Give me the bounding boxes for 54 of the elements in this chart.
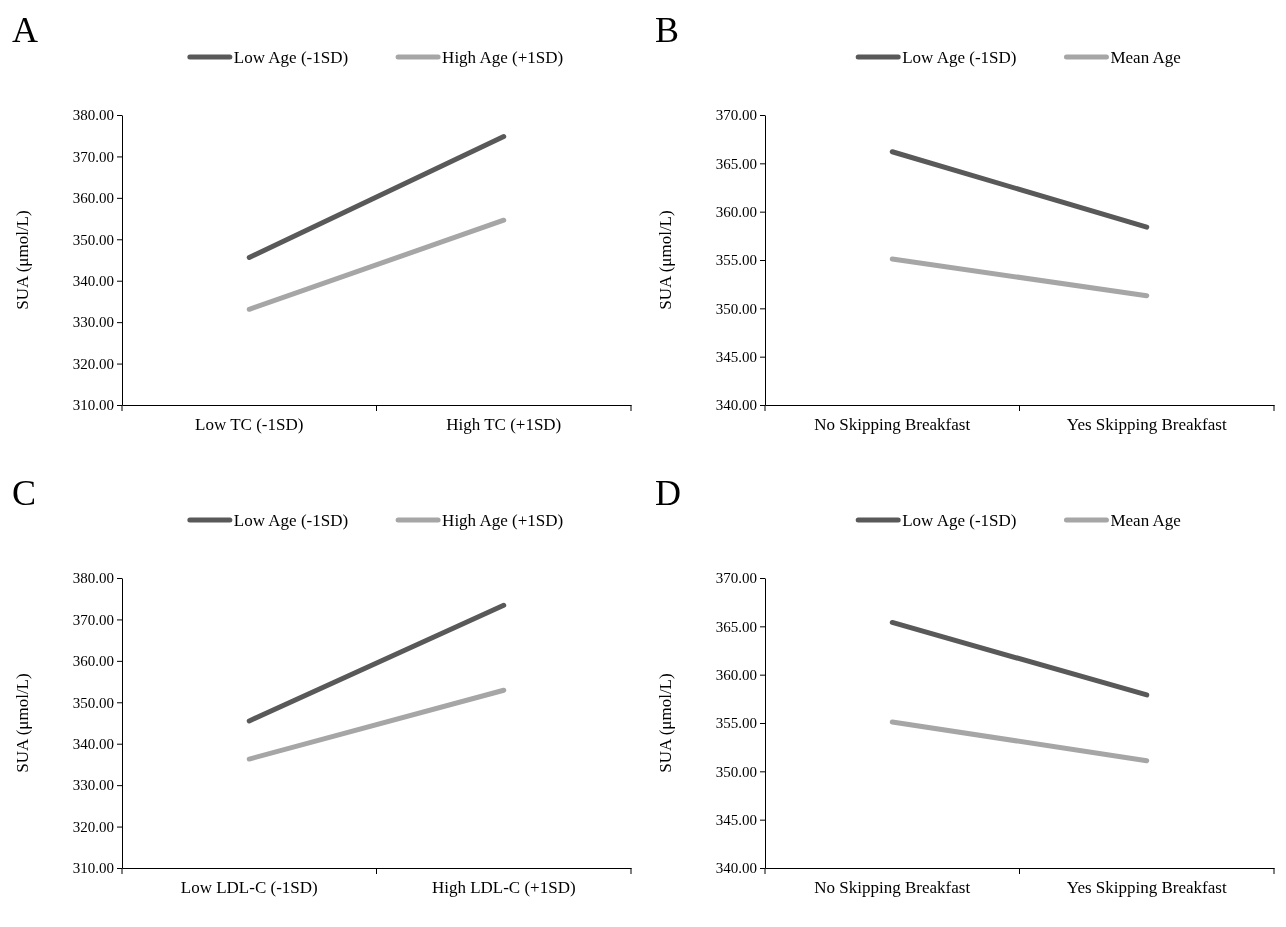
x-tick-label: High TC (+1SD) — [446, 415, 562, 435]
y-axis-title: SUA (μmol/L) — [656, 210, 675, 310]
legend-label: Low Age (-1SD) — [902, 511, 1017, 530]
x-tick-label: High LDL-C (+1SD) — [431, 878, 576, 898]
chart-title: C — [12, 473, 37, 513]
y-axis-title: SUA (μmol/L) — [13, 210, 32, 310]
legend-label: Low Age (-1SD) — [233, 511, 349, 530]
legend-label: Low Age (-1SD) — [902, 48, 1017, 67]
y-tick-label: 360.00 — [715, 203, 757, 220]
y-tick-label: 370.00 — [72, 148, 114, 165]
x-tick-label: Low LDL-C (-1SD) — [180, 878, 318, 898]
y-tick-label: 370.00 — [715, 570, 757, 587]
y-tick-label: 350.00 — [72, 231, 114, 248]
y-tick-label: 355.00 — [715, 252, 757, 269]
chart-title: D — [655, 473, 681, 513]
chart-title: A — [12, 10, 38, 50]
y-tick-label: 380.00 — [72, 570, 114, 587]
y-tick-label: 380.00 — [72, 107, 114, 124]
y-tick-label: 350.00 — [715, 763, 757, 780]
y-tick-label: 370.00 — [72, 611, 114, 628]
legend-label: High Age (+1SD) — [442, 48, 564, 67]
y-tick-label: 350.00 — [72, 694, 114, 711]
y-tick-label: 330.00 — [72, 777, 114, 794]
y-tick-label: 370.00 — [715, 107, 757, 124]
legend-label: Mean Age — [1110, 48, 1181, 67]
y-tick-label: 320.00 — [72, 355, 114, 372]
y-tick-label: 310.00 — [72, 860, 114, 877]
y-tick-label: 345.00 — [715, 348, 757, 365]
y-tick-label: 360.00 — [715, 666, 757, 683]
y-tick-label: 350.00 — [715, 300, 757, 317]
x-tick-label: Yes Skipping Breakfast — [1066, 878, 1227, 898]
y-axis-title: SUA (μmol/L) — [13, 673, 32, 773]
y-tick-label: 330.00 — [72, 314, 114, 331]
y-tick-label: 320.00 — [72, 818, 114, 835]
y-tick-label: 360.00 — [72, 190, 114, 207]
x-tick-label: No Skipping Breakfast — [814, 415, 971, 435]
y-tick-label: 345.00 — [715, 811, 757, 828]
chart-title: B — [655, 10, 680, 50]
legend-label: Mean Age — [1110, 511, 1181, 530]
legend-label: Low Age (-1SD) — [233, 48, 349, 67]
x-tick-label: Low TC (-1SD) — [195, 415, 304, 435]
x-tick-label: Yes Skipping Breakfast — [1066, 415, 1227, 435]
y-axis-title: SUA (μmol/L) — [656, 673, 675, 773]
x-tick-label: No Skipping Breakfast — [814, 878, 971, 898]
legend-label: High Age (+1SD) — [442, 511, 564, 530]
y-tick-label: 340.00 — [715, 397, 757, 414]
y-tick-label: 340.00 — [715, 860, 757, 877]
y-tick-label: 355.00 — [715, 715, 757, 732]
y-tick-label: 340.00 — [72, 273, 114, 290]
y-tick-label: 340.00 — [72, 736, 114, 753]
y-tick-label: 365.00 — [715, 618, 757, 635]
y-tick-label: 360.00 — [72, 653, 114, 670]
y-tick-label: 310.00 — [72, 397, 114, 414]
y-tick-label: 365.00 — [715, 155, 757, 172]
